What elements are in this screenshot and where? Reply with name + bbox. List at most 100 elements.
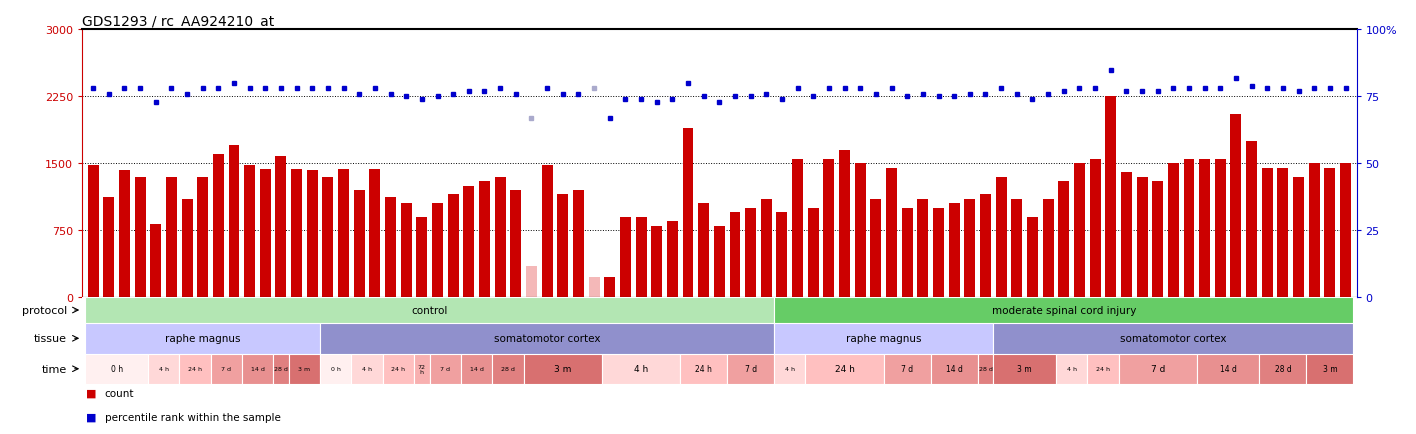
Bar xyxy=(1259,354,1307,384)
Bar xyxy=(1277,168,1289,297)
Text: 7 d: 7 d xyxy=(745,365,756,373)
Bar xyxy=(806,354,884,384)
Text: time: time xyxy=(41,364,67,374)
Bar xyxy=(949,204,960,297)
Bar xyxy=(573,191,583,297)
Bar xyxy=(1089,159,1100,297)
Bar xyxy=(351,354,382,384)
Bar xyxy=(494,177,506,297)
Bar xyxy=(1058,182,1069,297)
Text: 3 m: 3 m xyxy=(1017,365,1032,373)
Text: moderate spinal cord injury: moderate spinal cord injury xyxy=(991,306,1136,315)
Bar xyxy=(525,266,537,297)
Bar xyxy=(1087,354,1119,384)
Bar xyxy=(273,354,289,384)
Text: 4 h: 4 h xyxy=(634,365,649,373)
Text: 0 h: 0 h xyxy=(331,366,341,372)
Bar xyxy=(1106,97,1116,297)
Text: somatomotor cortex: somatomotor cortex xyxy=(1120,334,1226,343)
Bar xyxy=(88,166,99,297)
Bar xyxy=(775,323,993,354)
Bar xyxy=(680,354,728,384)
Bar xyxy=(259,170,270,297)
Bar xyxy=(995,177,1007,297)
Text: GDS1293 / rc_AA924210_at: GDS1293 / rc_AA924210_at xyxy=(82,15,275,30)
Bar xyxy=(840,151,850,297)
Bar xyxy=(824,159,834,297)
Bar xyxy=(714,226,725,297)
Text: 24 h: 24 h xyxy=(834,365,854,373)
Text: 72
h: 72 h xyxy=(418,364,426,374)
Bar xyxy=(212,155,224,297)
Bar xyxy=(85,323,320,354)
Text: 7 d: 7 d xyxy=(901,365,913,373)
Text: 28 d: 28 d xyxy=(1274,365,1291,373)
Bar xyxy=(307,171,317,297)
Text: 7 d: 7 d xyxy=(221,366,231,372)
Bar xyxy=(292,169,302,297)
Bar xyxy=(181,200,193,297)
Bar xyxy=(211,354,242,384)
Bar xyxy=(605,278,615,297)
Bar xyxy=(432,204,443,297)
Bar xyxy=(1153,182,1163,297)
Bar xyxy=(884,354,930,384)
Text: ■: ■ xyxy=(86,388,96,398)
Bar xyxy=(1056,354,1087,384)
Bar xyxy=(385,197,396,297)
Bar xyxy=(85,297,775,323)
Bar xyxy=(1137,177,1147,297)
Bar xyxy=(510,191,521,297)
Bar xyxy=(602,354,680,384)
Bar xyxy=(667,222,678,297)
Bar xyxy=(1168,164,1180,297)
Bar xyxy=(1121,173,1131,297)
Bar xyxy=(1119,354,1197,384)
Text: 4 h: 4 h xyxy=(784,366,794,372)
Text: protocol: protocol xyxy=(21,306,67,315)
Bar xyxy=(1197,354,1259,384)
Bar xyxy=(977,354,993,384)
Bar xyxy=(729,213,741,297)
Bar xyxy=(1073,164,1085,297)
Bar xyxy=(242,354,273,384)
Bar xyxy=(228,146,239,297)
Bar xyxy=(760,200,772,297)
Bar xyxy=(933,208,944,297)
Bar xyxy=(683,128,694,297)
Bar xyxy=(993,323,1354,354)
Bar xyxy=(382,354,413,384)
Bar xyxy=(119,171,130,297)
Bar xyxy=(651,226,663,297)
Bar xyxy=(930,354,977,384)
Bar xyxy=(1246,141,1257,297)
Bar xyxy=(147,354,180,384)
Bar xyxy=(993,354,1056,384)
Bar xyxy=(338,170,350,297)
Bar xyxy=(964,200,976,297)
Text: 24 h: 24 h xyxy=(1096,366,1110,372)
Text: somatomotor cortex: somatomotor cortex xyxy=(494,334,600,343)
Bar xyxy=(354,191,365,297)
Bar xyxy=(479,182,490,297)
Bar xyxy=(855,164,865,297)
Bar xyxy=(323,177,333,297)
Text: control: control xyxy=(412,306,447,315)
Text: 24 h: 24 h xyxy=(695,365,712,373)
Text: 24 h: 24 h xyxy=(391,366,405,372)
Text: 14 d: 14 d xyxy=(1219,365,1236,373)
Text: 3 m: 3 m xyxy=(299,366,310,372)
Bar xyxy=(620,217,632,297)
Text: 7 d: 7 d xyxy=(440,366,450,372)
Text: count: count xyxy=(105,388,135,398)
Bar xyxy=(728,354,775,384)
Text: 28 d: 28 d xyxy=(978,366,993,372)
Bar xyxy=(918,200,929,297)
Bar xyxy=(429,354,462,384)
Bar xyxy=(150,224,161,297)
Bar xyxy=(289,354,320,384)
Text: raphe magnus: raphe magnus xyxy=(845,334,922,343)
Text: 14 d: 14 d xyxy=(946,365,963,373)
Text: 14 d: 14 d xyxy=(251,366,265,372)
Bar xyxy=(401,204,412,297)
